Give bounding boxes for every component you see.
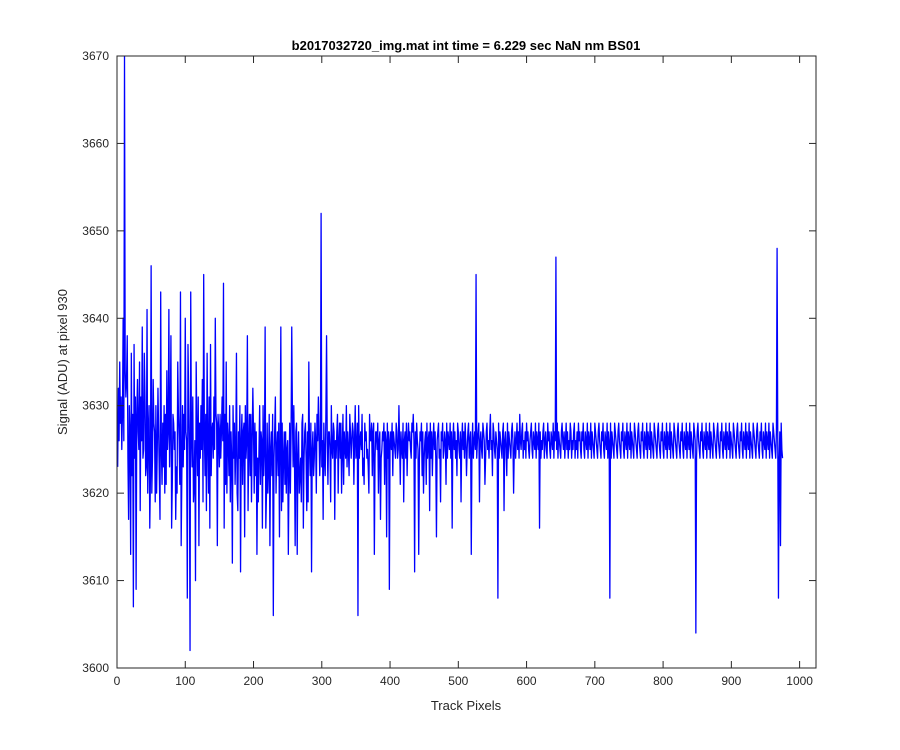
- y-tick-label: 3660: [82, 136, 109, 150]
- plot-area: [117, 56, 816, 668]
- x-tick-label: 700: [585, 674, 605, 688]
- y-tick-label: 3650: [82, 224, 109, 238]
- y-tick-labels: 3600 3610 3620 3630 3640 3650 3660 3670: [82, 49, 109, 675]
- x-tick-label: 400: [380, 674, 400, 688]
- x-tick-label: 100: [175, 674, 195, 688]
- x-tick-label: 500: [448, 674, 468, 688]
- y-tick-label: 3670: [82, 49, 109, 63]
- y-tick-label: 3630: [82, 399, 109, 413]
- y-axis-label: Signal (ADU) at pixel 930: [55, 289, 70, 435]
- y-tick-label: 3610: [82, 574, 109, 588]
- x-tick-labels: 0 100 200 300 400 500 600 700 800 900 1000: [114, 674, 814, 688]
- x-tick-label: 800: [653, 674, 673, 688]
- y-tick-label: 3640: [82, 311, 109, 325]
- x-tick-label: 0: [114, 674, 121, 688]
- chart-title: b2017032720_img.mat int time = 6.229 sec…: [292, 38, 641, 53]
- y-tick-label: 3620: [82, 486, 109, 500]
- y-tick-label: 3600: [82, 661, 109, 675]
- plot-frame: [116, 55, 817, 669]
- x-tick-label: 600: [517, 674, 537, 688]
- x-tick-label: 200: [244, 674, 264, 688]
- x-tick-label: 900: [721, 674, 741, 688]
- x-axis-label: Track Pixels: [431, 698, 502, 713]
- series-line-0: [117, 56, 784, 652]
- series-layer: [117, 56, 784, 652]
- x-tick-label: 300: [312, 674, 332, 688]
- x-tick-label: 1000: [786, 674, 813, 688]
